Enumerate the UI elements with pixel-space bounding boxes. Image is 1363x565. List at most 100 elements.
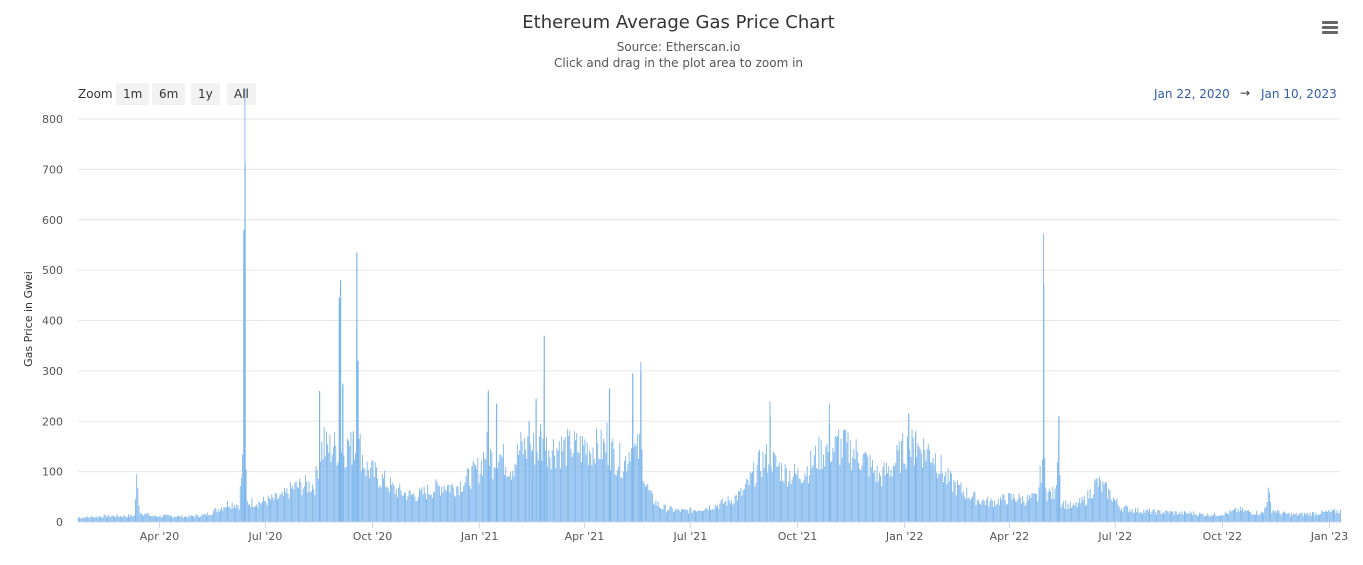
bar[interactable]: [1087, 490, 1089, 522]
bar[interactable]: [341, 452, 343, 522]
bar[interactable]: [821, 469, 823, 522]
bar[interactable]: [870, 467, 872, 522]
bar[interactable]: [663, 504, 665, 522]
bar[interactable]: [1142, 514, 1143, 522]
bar[interactable]: [1129, 509, 1131, 522]
bar[interactable]: [1004, 500, 1006, 522]
bar[interactable]: [621, 477, 623, 522]
bar[interactable]: [1321, 510, 1323, 522]
bar[interactable]: [603, 439, 604, 522]
bar[interactable]: [502, 443, 504, 522]
bar[interactable]: [442, 492, 444, 522]
bar[interactable]: [518, 454, 519, 522]
bar[interactable]: [1265, 506, 1267, 522]
bar[interactable]: [899, 473, 901, 522]
bar[interactable]: [222, 510, 224, 522]
bar[interactable]: [575, 440, 577, 522]
bar[interactable]: [817, 469, 819, 522]
bar[interactable]: [1184, 510, 1185, 522]
bar[interactable]: [180, 517, 182, 522]
bar[interactable]: [353, 459, 355, 522]
bar[interactable]: [1298, 514, 1299, 522]
bar[interactable]: [1046, 500, 1048, 522]
bar[interactable]: [863, 452, 865, 522]
bar[interactable]: [228, 507, 230, 522]
bar[interactable]: [107, 516, 109, 522]
bar[interactable]: [792, 476, 794, 522]
bar[interactable]: [875, 482, 877, 522]
bar[interactable]: [1104, 481, 1106, 522]
bar-peak[interactable]: [908, 413, 910, 522]
bar[interactable]: [1179, 511, 1181, 522]
bar[interactable]: [984, 505, 986, 522]
bar[interactable]: [1100, 480, 1102, 522]
bar[interactable]: [500, 454, 502, 522]
bar[interactable]: [909, 449, 911, 522]
bar[interactable]: [1132, 512, 1134, 522]
bar[interactable]: [626, 471, 628, 522]
bar[interactable]: [394, 494, 396, 522]
bar[interactable]: [925, 460, 927, 522]
bar[interactable]: [237, 505, 239, 522]
bar[interactable]: [1196, 516, 1198, 522]
bar[interactable]: [126, 517, 128, 522]
bar[interactable]: [471, 466, 473, 522]
bar[interactable]: [760, 470, 762, 522]
bar[interactable]: [1224, 511, 1226, 522]
bar[interactable]: [1041, 459, 1043, 522]
bar[interactable]: [728, 500, 730, 522]
bar[interactable]: [617, 470, 618, 522]
bar-peak[interactable]: [1043, 283, 1045, 522]
bar[interactable]: [1338, 513, 1340, 522]
bar[interactable]: [144, 514, 146, 522]
bar[interactable]: [1301, 512, 1303, 522]
bar[interactable]: [1089, 488, 1091, 522]
bar-peak[interactable]: [487, 393, 489, 522]
bar[interactable]: [1313, 512, 1315, 522]
bar[interactable]: [553, 438, 554, 522]
bar[interactable]: [395, 488, 397, 522]
bar[interactable]: [315, 466, 317, 522]
bar[interactable]: [210, 514, 212, 522]
bar[interactable]: [387, 488, 389, 522]
bar[interactable]: [187, 517, 189, 522]
bar[interactable]: [1189, 511, 1191, 522]
bar-peak[interactable]: [535, 398, 537, 522]
bar[interactable]: [768, 464, 770, 522]
bar[interactable]: [301, 495, 303, 522]
hamburger-menu-icon[interactable]: [1319, 18, 1341, 38]
bar[interactable]: [939, 473, 941, 522]
bar[interactable]: [844, 429, 845, 522]
bar[interactable]: [678, 510, 680, 522]
bar[interactable]: [852, 457, 854, 522]
bar[interactable]: [190, 515, 192, 522]
bar[interactable]: [1186, 513, 1188, 522]
bar[interactable]: [890, 469, 892, 522]
bar[interactable]: [153, 514, 155, 522]
bar[interactable]: [858, 463, 859, 522]
bar[interactable]: [473, 463, 475, 522]
bar[interactable]: [1178, 513, 1180, 522]
bar[interactable]: [798, 478, 800, 522]
bar[interactable]: [580, 462, 582, 522]
bar[interactable]: [145, 513, 147, 522]
bar[interactable]: [1068, 508, 1070, 522]
bar[interactable]: [749, 472, 751, 522]
bar[interactable]: [101, 517, 103, 522]
bar[interactable]: [1262, 512, 1263, 522]
bar[interactable]: [1085, 505, 1086, 522]
bar[interactable]: [929, 450, 930, 522]
bar[interactable]: [550, 469, 552, 522]
bar[interactable]: [1092, 498, 1093, 522]
bar[interactable]: [1110, 499, 1112, 522]
bar[interactable]: [81, 518, 83, 522]
bar[interactable]: [282, 495, 284, 522]
bar[interactable]: [904, 463, 906, 522]
bar-peak[interactable]: [352, 431, 354, 522]
bar[interactable]: [979, 503, 980, 522]
bar[interactable]: [598, 458, 600, 522]
bar[interactable]: [206, 515, 207, 522]
bar[interactable]: [1025, 502, 1027, 522]
bar[interactable]: [565, 465, 567, 522]
bar[interactable]: [871, 460, 873, 522]
